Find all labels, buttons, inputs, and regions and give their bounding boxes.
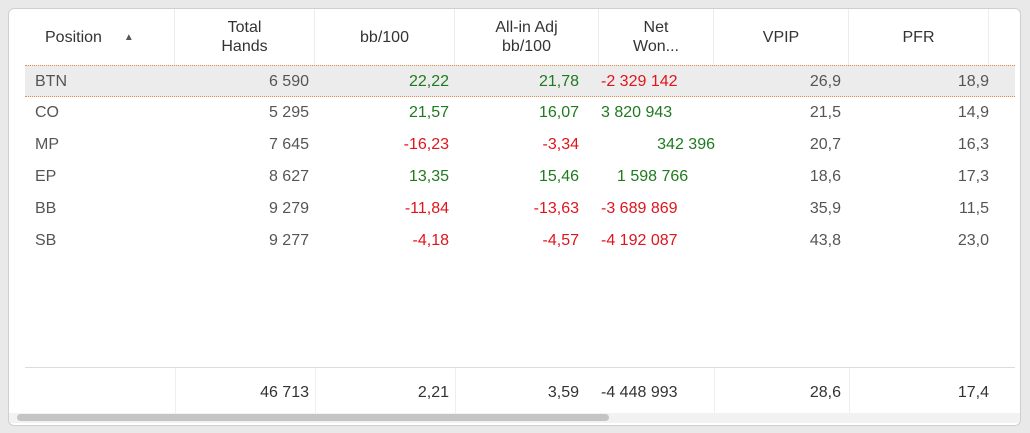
column-header-label: Position (45, 28, 102, 46)
cell-pfr: 11,5 (959, 200, 989, 217)
total-vpip: 28,6 (809, 384, 841, 401)
total-bb100: 2,21 (417, 384, 449, 401)
table-body: BTN 6 590 22,22 21,78 -2 329 142 26,9 18… (25, 65, 1015, 257)
cell-position: EP (35, 168, 57, 185)
column-header-total-hands[interactable]: Total Hands (175, 9, 315, 65)
cell-total-hands: 6 590 (268, 73, 309, 90)
cell-position: MP (35, 136, 59, 153)
cell-allin-adj: 21,78 (538, 73, 579, 90)
column-divider (849, 368, 850, 418)
column-header-bb100[interactable]: bb/100 (315, 9, 455, 65)
horizontal-scrollbar[interactable] (9, 413, 1020, 423)
column-header-label: bb/100 (360, 28, 409, 46)
stats-table-panel: Position ▲ Total Hands bb/100 All-in Adj… (8, 8, 1021, 426)
cell-pfr: 17,3 (957, 168, 989, 185)
column-header-allin-adj[interactable]: All-in Adj bb/100 (455, 9, 599, 65)
table-row[interactable]: CO 5 295 21,57 16,07 3 820 943 21,5 14,9 (25, 97, 1015, 129)
cell-bb100: 21,57 (408, 104, 449, 121)
column-divider (315, 368, 316, 418)
cell-allin-adj: 15,46 (538, 168, 579, 185)
column-header-label: All-in Adj bb/100 (495, 19, 558, 55)
total-pfr: 17,4 (957, 384, 989, 401)
scrollbar-thumb[interactable] (17, 414, 609, 421)
column-header-label: PFR (902, 28, 935, 46)
cell-position: BTN (35, 73, 67, 90)
cell-allin-adj: -4,57 (542, 232, 579, 249)
column-header-pfr[interactable]: PFR (849, 9, 989, 65)
column-header-label: VPIP (762, 28, 800, 46)
cell-bb100: -4,18 (412, 232, 449, 249)
cell-total-hands: 9 279 (268, 200, 309, 217)
cell-allin-adj: -13,63 (533, 200, 579, 217)
cell-net-won: 3 820 943 (601, 104, 673, 121)
cell-total-hands: 8 627 (268, 168, 309, 185)
table-row[interactable]: BB 9 279 -11,84 -13,63 -3 689 869 35,9 1… (25, 193, 1015, 225)
cell-allin-adj: 16,07 (538, 104, 579, 121)
table-row[interactable]: MP 7 645 -16,23 -3,34 342 396 20,7 16,3 (25, 129, 1015, 161)
cell-net-won: 1 598 766 (617, 168, 689, 185)
column-header-net-won[interactable]: Net Won... (599, 9, 714, 65)
cell-position: CO (35, 104, 59, 121)
table-row[interactable]: SB 9 277 -4,18 -4,57 -4 192 087 43,8 23,… (25, 225, 1015, 257)
cell-allin-adj: -3,34 (542, 136, 579, 153)
cell-bb100: -11,84 (404, 200, 449, 217)
cell-total-hands: 7 645 (268, 136, 309, 153)
cell-vpip: 26,9 (809, 73, 841, 90)
cell-pfr: 16,3 (957, 136, 989, 153)
cell-net-won: -3 689 869 (601, 200, 678, 217)
totals-row: 46 713 2,21 3,59 -4 448 993 28,6 17,4 (25, 367, 1015, 418)
cell-vpip: 35,9 (809, 200, 841, 217)
cell-vpip: 18,6 (809, 168, 841, 185)
cell-total-hands: 9 277 (268, 232, 309, 249)
cell-position: SB (35, 232, 57, 249)
table-header: Position ▲ Total Hands bb/100 All-in Adj… (25, 9, 1015, 65)
cell-pfr: 18,9 (957, 73, 989, 90)
cell-pfr: 14,9 (957, 104, 989, 121)
cell-bb100: 13,35 (408, 168, 449, 185)
table-row[interactable]: BTN 6 590 22,22 21,78 -2 329 142 26,9 18… (25, 65, 1015, 97)
cell-bb100: -16,23 (403, 136, 449, 153)
column-header-vpip[interactable]: VPIP (714, 9, 849, 65)
cell-pfr: 23,0 (957, 232, 989, 249)
column-header-label: Total Hands (221, 19, 268, 55)
column-divider (714, 368, 715, 418)
cell-net-won: -4 192 087 (601, 232, 678, 249)
column-header-position[interactable]: Position ▲ (25, 9, 175, 65)
cell-total-hands: 5 295 (268, 104, 309, 121)
column-divider (455, 368, 456, 418)
cell-bb100: 22,22 (408, 73, 449, 90)
cell-vpip: 21,5 (809, 104, 841, 121)
cell-vpip: 43,8 (809, 232, 841, 249)
total-net-won: -4 448 993 (601, 384, 678, 401)
cell-net-won: 342 396 (657, 136, 715, 153)
column-header-label: Net Won... (633, 19, 679, 55)
cell-net-won: -2 329 142 (601, 73, 678, 90)
sort-ascending-icon[interactable]: ▲ (123, 31, 134, 43)
column-divider (175, 368, 176, 418)
table-row[interactable]: EP 8 627 13,35 15,46 1 598 766 18,6 17,3 (25, 161, 1015, 193)
total-total-hands: 46 713 (260, 384, 309, 401)
cell-vpip: 20,7 (809, 136, 841, 153)
total-allin-adj: 3,59 (547, 384, 579, 401)
cell-position: BB (35, 200, 57, 217)
